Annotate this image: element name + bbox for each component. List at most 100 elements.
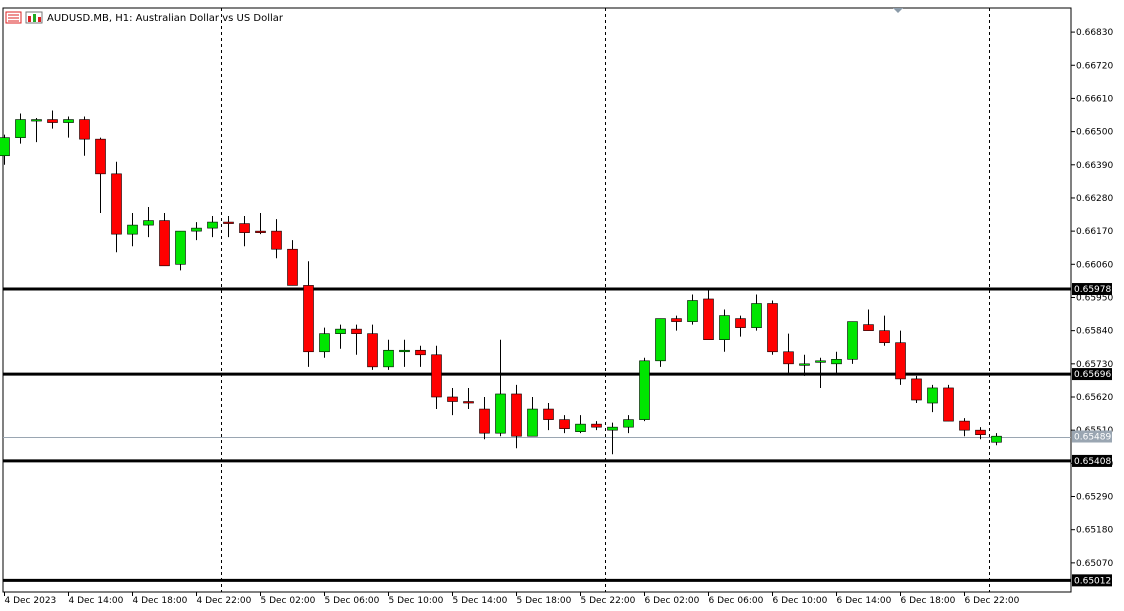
chart-bars-icon (25, 11, 43, 24)
price-axis[interactable]: 0.66830 0.66720 0.66610 0.66500 0.66390 0.662… (1071, 28, 1113, 569)
candle-body (207, 221, 218, 229)
candle-body (815, 360, 826, 363)
scroll-marker[interactable] (893, 8, 903, 13)
bear-candle (959, 418, 970, 437)
price-tags: 0.65978 0.65696 0.65408 0.65012 0.65489 (1072, 283, 1112, 587)
price-tag-label: 0.65408 (1074, 457, 1111, 467)
y-tick-label: 0.65290 (1076, 493, 1113, 503)
candle-body (191, 227, 202, 232)
y-tick-label: 0.66170 (1076, 227, 1113, 237)
y-tick-label: 0.66720 (1076, 61, 1113, 71)
candle-body (895, 342, 906, 380)
bear-candle (111, 161, 122, 253)
bear-candle (479, 396, 490, 440)
bull-candle (847, 321, 858, 364)
bear-candle (511, 384, 522, 449)
bull-candle (127, 213, 138, 247)
bull-candle (991, 433, 1002, 446)
bull-candle (815, 357, 826, 388)
candle-body (255, 230, 266, 233)
candle-body (591, 423, 602, 428)
bear-candle (447, 387, 458, 416)
bear-candle (911, 375, 922, 404)
candle-body (143, 220, 154, 226)
bear-candle (975, 427, 986, 440)
candle-body (687, 300, 698, 322)
candle-body (575, 423, 586, 432)
candle-body (719, 315, 730, 340)
price-tag-label: 0.65978 (1074, 285, 1111, 295)
bull-candle (0, 134, 10, 165)
bull-candle (927, 384, 938, 413)
x-tick-label: 4 Dec 2023 (5, 596, 57, 606)
x-tick-label: 4 Dec 18:00 (133, 596, 188, 606)
bull-candle (639, 357, 650, 422)
candle-body (95, 138, 106, 175)
period-separators (221, 8, 990, 592)
price-tag-bg (1072, 454, 1112, 467)
price-tag-bg (1072, 368, 1112, 381)
bear-candle (79, 116, 90, 156)
x-tick-label: 5 Dec 02:00 (261, 596, 316, 606)
bear-candle (671, 315, 682, 331)
candle-body (383, 349, 394, 368)
x-tick-label: 5 Dec 18:00 (517, 596, 572, 606)
candle-body (927, 387, 938, 404)
bull-candle (799, 354, 810, 376)
x-tick-label: 6 Dec 06:00 (709, 596, 764, 606)
bear-candle (463, 387, 474, 410)
candle-body (15, 119, 26, 138)
y-tick-label: 0.65950 (1076, 293, 1113, 303)
candle-body (831, 358, 842, 365)
price-tag-bg (1072, 574, 1112, 587)
candle-body (127, 224, 138, 235)
candle-body (655, 318, 666, 362)
x-tick-label: 4 Dec 22:00 (197, 596, 252, 606)
candle-body (223, 221, 234, 224)
time-axis[interactable]: 4 Dec 2023 4 Dec 14:00 4 Dec 18:00 4 Dec 22… (4, 592, 1020, 606)
chart-title: AUDUSD.MB, H1: Australian Dollar vs US D… (47, 13, 284, 24)
x-tick-label: 6 Dec 02:00 (645, 596, 700, 606)
bull-candle (31, 118, 42, 143)
bull-candle (15, 113, 26, 144)
x-tick-label: 4 Dec 14:00 (69, 596, 124, 606)
bear-candle (879, 315, 890, 346)
y-tick-label: 0.66280 (1076, 194, 1113, 204)
candle-body (783, 351, 794, 365)
bear-candle (591, 421, 602, 431)
candle-body (959, 420, 970, 431)
candle-body (175, 230, 186, 265)
candle-body (975, 429, 986, 435)
bull-candle (687, 294, 698, 325)
bull-candle (207, 216, 218, 238)
bull-candle (655, 318, 666, 367)
y-tick-label: 0.65840 (1076, 327, 1113, 337)
x-tick-label: 5 Dec 06:00 (325, 596, 380, 606)
price-tag-label: 0.65012 (1074, 576, 1111, 586)
bull-candle (335, 324, 346, 349)
bull-candle (575, 415, 586, 434)
chart-window-icon (5, 11, 22, 24)
candle-body (351, 328, 362, 334)
x-tick-label: 6 Dec 18:00 (901, 596, 956, 606)
bull-candle (495, 339, 506, 437)
bear-candle (255, 213, 266, 235)
plot-area[interactable] (2, 7, 1072, 593)
bull-candle (527, 396, 538, 437)
candle-body (447, 396, 458, 402)
bear-candle (95, 137, 106, 214)
price-tag-bg (1072, 283, 1112, 296)
bear-candle (943, 384, 954, 422)
candle-body (47, 119, 58, 123)
candle-body (319, 333, 330, 353)
candle-body (287, 248, 298, 286)
bear-candle (863, 309, 874, 331)
candle-body (559, 419, 570, 429)
candle-body (623, 419, 634, 428)
y-tick-label: 0.65620 (1076, 393, 1113, 403)
bull-candle (383, 339, 394, 370)
price-tag-label: 0.65696 (1074, 370, 1111, 380)
bear-candle (271, 219, 282, 259)
x-tick-label: 6 Dec 14:00 (837, 596, 892, 606)
